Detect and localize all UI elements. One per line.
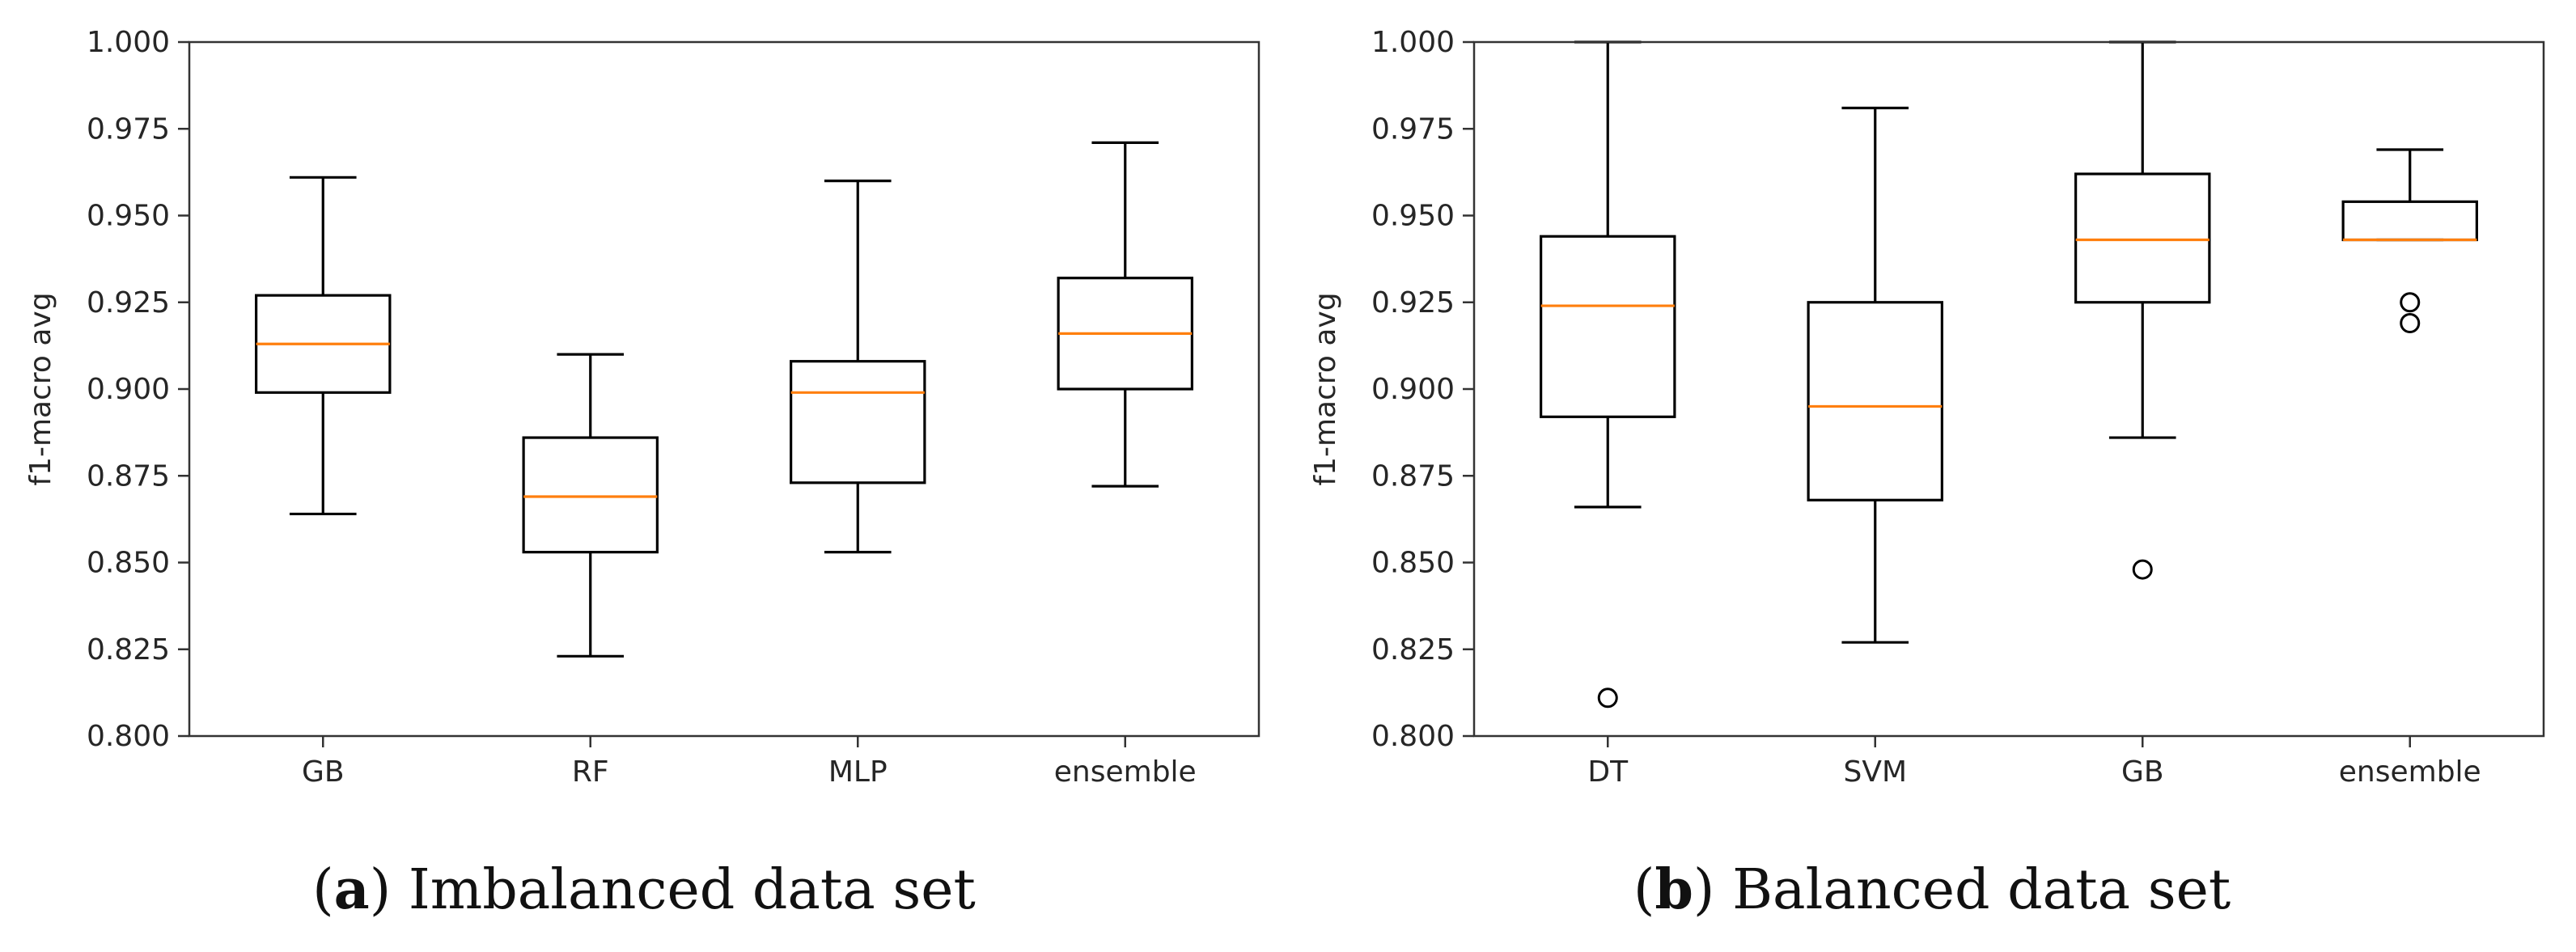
outlier-point bbox=[1597, 688, 1618, 709]
y-tick-label: 0.875 bbox=[87, 459, 170, 493]
caption-a-text: Imbalanced data set bbox=[408, 858, 976, 922]
y-tick-label: 1.000 bbox=[1371, 26, 1455, 59]
plot-b: 0.800 0.825 0.850 0.875 0.900 0.925 0.950 0.975… bbox=[1309, 26, 2545, 789]
x-tick-label: DT bbox=[1587, 755, 1629, 789]
y-tick-label: 1.000 bbox=[87, 26, 170, 59]
y-tick-label: 0.975 bbox=[87, 112, 170, 146]
y-tick-label: 0.975 bbox=[1371, 112, 1455, 146]
plot-frame bbox=[188, 40, 1260, 738]
y-tick-label: 0.950 bbox=[87, 200, 170, 233]
y-tick-label: 0.900 bbox=[87, 373, 170, 406]
x-tick-label: GB bbox=[2121, 755, 2164, 789]
y-tick-label: 0.875 bbox=[1371, 459, 1455, 493]
caption-b: (b) Balanced data set bbox=[1633, 857, 2231, 922]
x-tick-label: ensemble bbox=[2339, 755, 2481, 789]
box-b-ensemble bbox=[2341, 148, 2478, 333]
caption-a-letter: a bbox=[333, 857, 370, 922]
box-a-ensemble bbox=[1057, 141, 1193, 488]
y-tick-label: 0.825 bbox=[1371, 633, 1455, 666]
iqr-box bbox=[2074, 172, 2211, 304]
iqr-box bbox=[790, 360, 926, 484]
y-tick-label: 0.800 bbox=[87, 720, 170, 753]
iqr-box bbox=[1540, 235, 1676, 418]
box-a-gb bbox=[255, 176, 392, 516]
y-tick-label: 0.850 bbox=[87, 547, 170, 580]
y-tick-label: 0.800 bbox=[1371, 720, 1455, 753]
box-b-gb bbox=[2074, 40, 2211, 580]
outlier-point bbox=[2400, 312, 2421, 333]
y-tick-label: 0.825 bbox=[87, 633, 170, 666]
y-axis-label: f1-macro avg bbox=[24, 292, 57, 485]
box-b-dt bbox=[1540, 40, 1676, 709]
plot-frame bbox=[1472, 40, 2545, 738]
y-tick-label: 0.925 bbox=[1371, 286, 1455, 319]
x-tick-label: MLP bbox=[828, 755, 888, 789]
y-tick-label: 0.900 bbox=[1371, 373, 1455, 406]
plot-a: 0.800 0.825 0.850 0.875 0.900 0.925 0.950 0.975… bbox=[24, 26, 1260, 789]
y-tick-label: 0.950 bbox=[1371, 200, 1455, 233]
box-a-rf bbox=[522, 353, 659, 658]
x-tick-label: ensemble bbox=[1054, 755, 1197, 789]
outlier-point bbox=[2400, 292, 2421, 313]
box-a-mlp bbox=[790, 180, 926, 554]
caption-b-text: Balanced data set bbox=[1732, 858, 2231, 922]
outlier-point bbox=[2132, 559, 2153, 580]
iqr-box bbox=[2341, 200, 2478, 242]
y-axis-label: f1-macro avg bbox=[1309, 292, 1342, 485]
x-tick-label: RF bbox=[572, 755, 609, 789]
caption-b-letter: b bbox=[1654, 857, 1693, 922]
x-tick-label: GB bbox=[302, 755, 345, 789]
x-tick-label: SVM bbox=[1843, 755, 1907, 789]
iqr-box bbox=[1807, 301, 1943, 501]
box-b-svm bbox=[1807, 106, 1943, 644]
y-tick-label: 0.925 bbox=[87, 286, 170, 319]
iqr-box bbox=[522, 436, 659, 554]
caption-a: (a) Imbalanced data set bbox=[312, 857, 976, 922]
y-tick-label: 0.850 bbox=[1371, 547, 1455, 580]
